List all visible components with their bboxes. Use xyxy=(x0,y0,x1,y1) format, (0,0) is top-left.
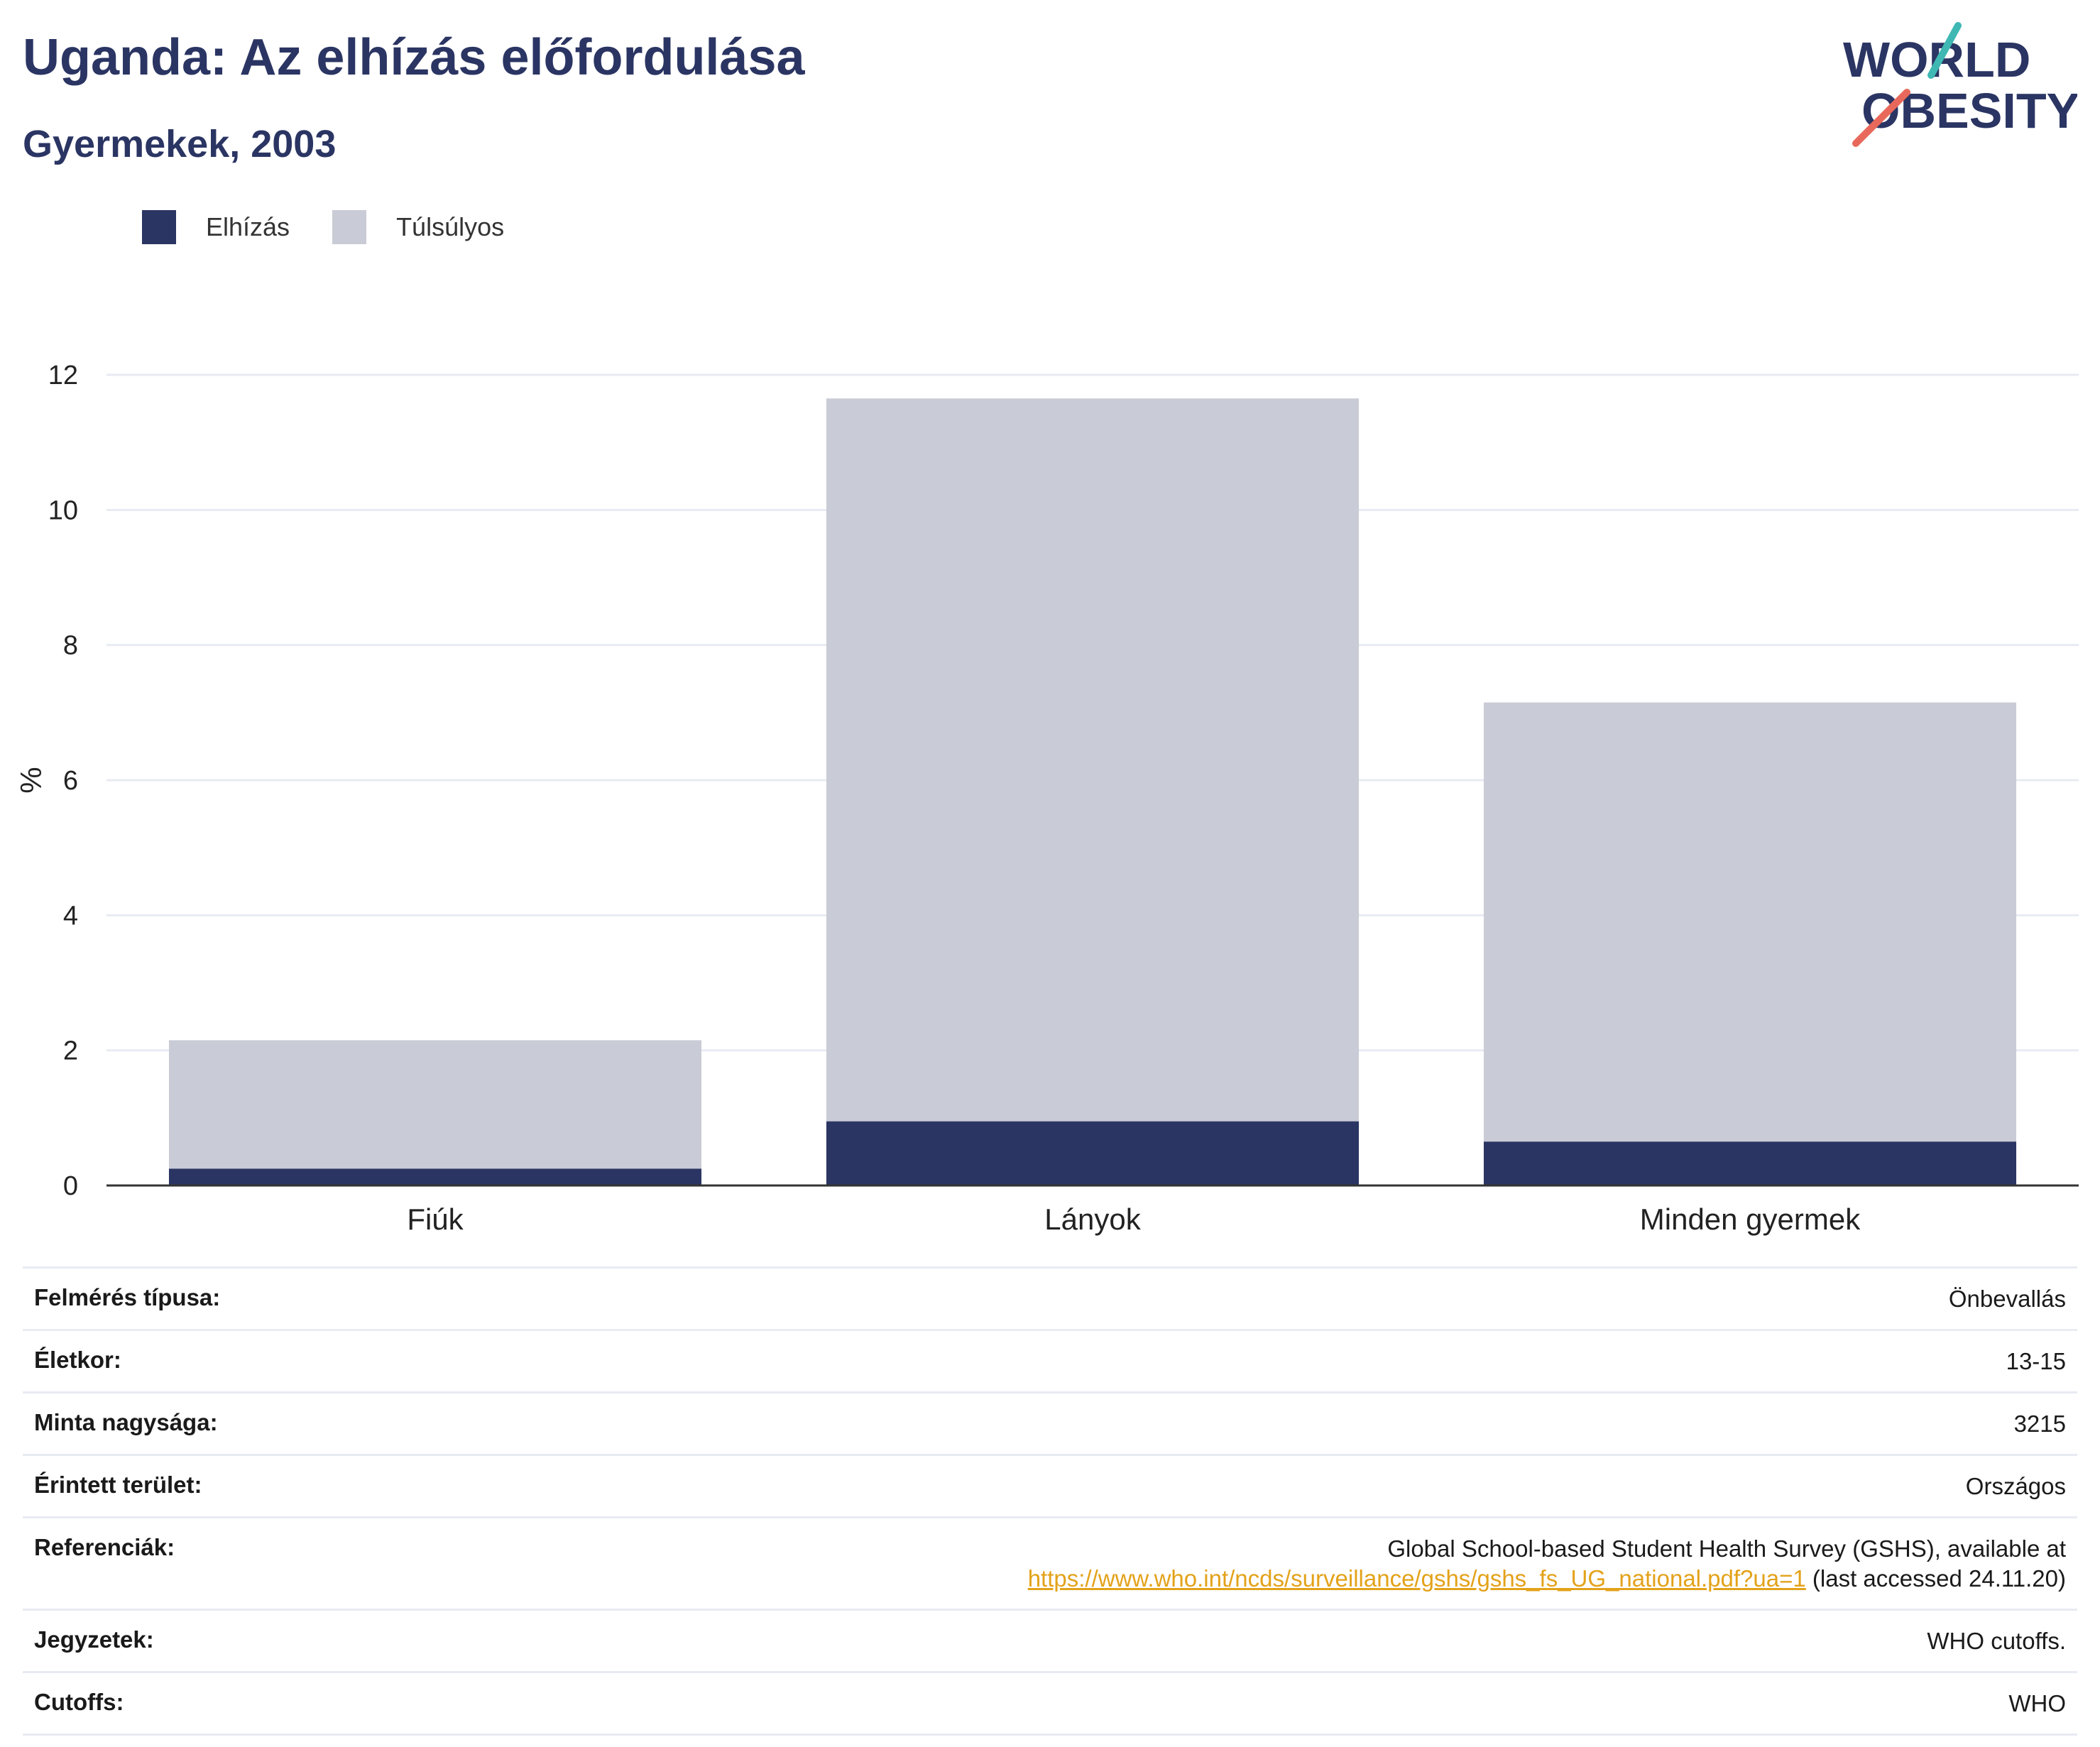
legend-label-obesity: Elhízás xyxy=(206,212,290,241)
chart-title: Uganda: Az elhízás előfordulása xyxy=(23,29,805,86)
legend-item-overweight: Túlsúlyos xyxy=(332,210,504,244)
info-key-notes: Jegyzetek: xyxy=(23,1609,361,1672)
chart-legend: Elhízás Túlsúlyos xyxy=(142,210,547,244)
y-tick-label: 10 xyxy=(48,495,78,525)
info-key-age: Életkor: xyxy=(23,1328,361,1393)
legend-item-obesity: Elhízás xyxy=(142,210,290,244)
bar-overweight xyxy=(168,1040,702,1169)
logo-slash-coral xyxy=(1852,89,1910,147)
table-row: Jegyzetek: WHO cutoffs. xyxy=(23,1609,2077,1672)
info-key-cutoffs: Cutoffs: xyxy=(23,1671,361,1736)
y-tick-label: 2 xyxy=(63,1036,78,1066)
info-key-area: Érintett terület: xyxy=(23,1453,361,1518)
info-value-cutoffs: WHO xyxy=(361,1671,2077,1736)
y-tick-label: 8 xyxy=(63,631,78,661)
table-row: Életkor: 13-15 xyxy=(23,1328,2077,1393)
reference-text: Global School-based Student Health Surve… xyxy=(1387,1535,2066,1562)
table-row: Felmérés típusa: Önbevallás xyxy=(23,1266,2077,1330)
table-row: Cutoffs: WHO xyxy=(23,1671,2077,1736)
bar-obesity xyxy=(826,1121,1360,1185)
info-key-sample-size: Minta nagysága: xyxy=(23,1391,361,1455)
y-axis-title: % xyxy=(14,767,48,793)
info-value-age: 13-15 xyxy=(361,1328,2077,1393)
reference-tail: (last accessed 24.11.20) xyxy=(1805,1565,2066,1592)
world-obesity-logo: WORLD OBESITY xyxy=(1843,22,2077,147)
chart-subtitle: Gyermekek, 2003 xyxy=(23,123,337,165)
x-category-label: Lányok xyxy=(1044,1203,1141,1236)
info-value-area: Országos xyxy=(361,1453,2077,1518)
info-key-survey-type: Felmérés típusa: xyxy=(23,1266,361,1330)
info-value-references: Global School-based Student Health Surve… xyxy=(361,1516,2077,1610)
y-axis-ticks: 0 2 4 6 8 10 12 xyxy=(48,361,78,1201)
x-axis-labels: Fiúk Lányok Minden gyermek xyxy=(407,1203,1861,1236)
x-category-label: Fiúk xyxy=(407,1203,464,1236)
logo-slash-teal xyxy=(1927,22,1962,79)
table-row: Érintett terület: Országos xyxy=(23,1453,2077,1518)
survey-info-table: Felmérés típusa: Önbevallás Életkor: 13-… xyxy=(23,1266,2077,1736)
logo-text-obesity: OBESITY xyxy=(1861,83,2077,138)
y-tick-label: 4 xyxy=(63,901,78,931)
y-tick-label: 0 xyxy=(63,1171,78,1201)
info-value-survey-type: Önbevallás xyxy=(361,1266,2077,1330)
info-value-sample-size: 3215 xyxy=(361,1391,2077,1455)
bar-overweight xyxy=(826,398,1360,1122)
x-category-label: Minden gyermek xyxy=(1640,1203,1861,1236)
table-row: Minta nagysága: 3215 xyxy=(23,1391,2077,1455)
info-key-references: Referenciák: xyxy=(23,1516,361,1610)
legend-swatch-overweight xyxy=(332,210,367,244)
table-row: Referenciák: Global School-based Student… xyxy=(23,1516,2077,1610)
legend-label-overweight: Túlsúlyos xyxy=(396,212,505,241)
info-value-notes: WHO cutoffs. xyxy=(361,1609,2077,1672)
bar-obesity xyxy=(1483,1141,2017,1185)
y-tick-label: 12 xyxy=(48,361,78,390)
legend-swatch-obesity xyxy=(142,210,176,244)
y-tick-label: 6 xyxy=(63,766,78,796)
bar-overweight xyxy=(1483,702,2017,1142)
bar-obesity xyxy=(168,1168,702,1185)
bars xyxy=(168,398,2017,1185)
bar-chart: 0 2 4 6 8 10 12 Fiúk Lányok Minden gyermek % xyxy=(14,361,2079,1236)
reference-link[interactable]: https://www.who.int/ncds/surveillance/gs… xyxy=(1027,1565,1806,1592)
